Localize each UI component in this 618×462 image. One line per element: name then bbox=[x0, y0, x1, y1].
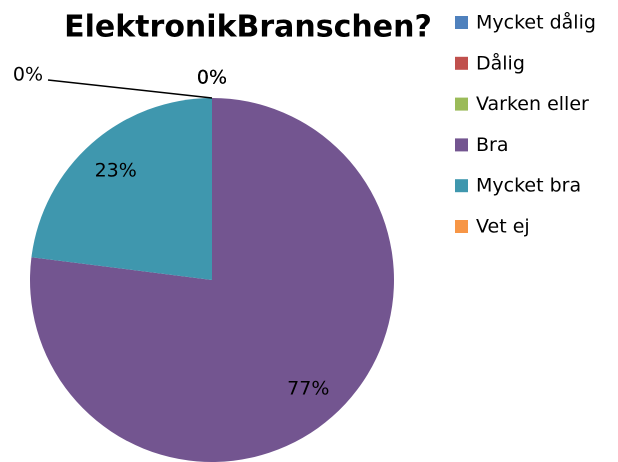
data-label: 0% bbox=[197, 67, 227, 89]
legend-swatch bbox=[455, 97, 468, 111]
legend-label: Bra bbox=[476, 134, 509, 156]
data-label: 0% bbox=[197, 67, 227, 89]
data-label: 0% bbox=[13, 64, 43, 86]
legend-label: Mycket dålig bbox=[476, 11, 596, 34]
data-label: 0% bbox=[197, 67, 227, 89]
data-label: 23% bbox=[95, 159, 137, 181]
legend-swatch bbox=[455, 16, 468, 29]
legend-label: Dålig bbox=[476, 51, 525, 74]
pie-slice bbox=[30, 98, 394, 462]
legend-swatch bbox=[455, 220, 468, 233]
legend-label: Varken eller bbox=[476, 93, 589, 115]
legend-label: Mycket bra bbox=[476, 175, 581, 197]
legend-swatch bbox=[455, 179, 468, 193]
legend-swatch bbox=[455, 56, 468, 70]
legend-swatch bbox=[455, 138, 468, 152]
data-label: 77% bbox=[287, 378, 329, 400]
chart-title: ElektronikBranschen? bbox=[64, 10, 432, 45]
leader-line bbox=[47, 79, 213, 99]
legend-label: Vet ej bbox=[476, 216, 530, 238]
pie-slice bbox=[31, 98, 213, 280]
